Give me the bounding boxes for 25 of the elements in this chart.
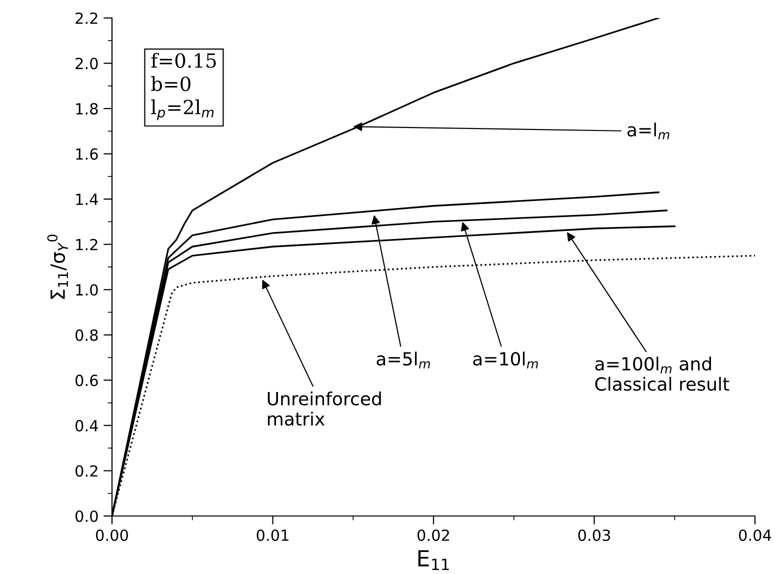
y-tick-label: 1.8 [76, 103, 98, 115]
y-tick-label: 2.2 [76, 12, 98, 24]
x-tick-label: 0.00 [96, 529, 128, 542]
x-tick-label: 0.01 [256, 529, 288, 542]
x-tick-label: 0.02 [418, 529, 449, 542]
y-tick-label: 0.2 [76, 465, 98, 477]
y-tick-label: 1.2 [76, 238, 98, 250]
y-tick-label: 0.4 [76, 420, 98, 432]
y-tick-label: 0.8 [76, 329, 98, 341]
y-tick-label: 0.6 [76, 374, 98, 386]
annotation: f=0.15 b=0 l$_{p}$=2l$_{m}$ [151, 52, 216, 120]
y-tick-label: 0.0 [76, 510, 98, 522]
y-tick-label: 1.6 [76, 148, 98, 160]
x-tick-label: 0.04 [739, 529, 772, 542]
annotation: a=10l$_{m}$ [473, 352, 538, 368]
x-axis-title: E$_{11}$ [418, 550, 449, 570]
annotation: a=100l$_{m}$ and Classical result [595, 356, 730, 391]
annotation: a=5l$_{m}$ [376, 352, 430, 368]
y-axis-title: Σ$_{11}$/σ$_{Y}$$^{0}$ [47, 234, 68, 299]
annotation: a=l$_{m}$ [627, 122, 670, 140]
y-tick-label: 1.4 [76, 194, 98, 205]
y-tick-label: 2.0 [76, 58, 98, 70]
x-tick-label: 0.03 [578, 529, 610, 542]
y-tick-label: 1.0 [76, 284, 98, 296]
annotation: Unreinforced matrix [268, 392, 381, 426]
